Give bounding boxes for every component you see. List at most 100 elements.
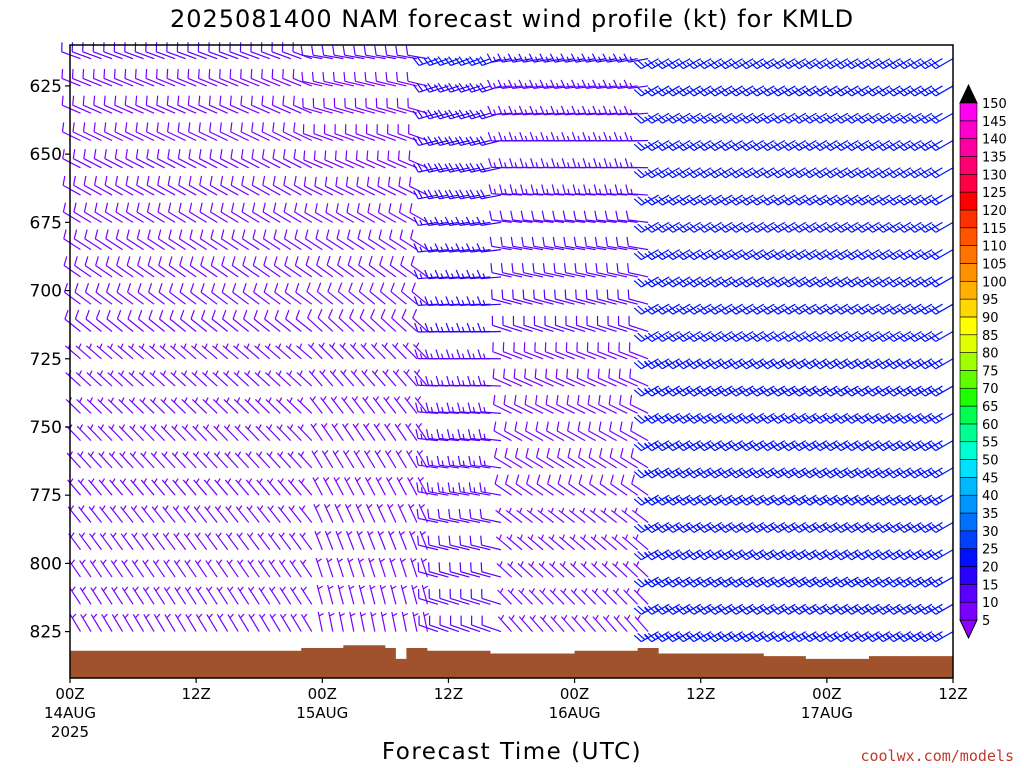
barb-staff <box>641 467 659 479</box>
wind-barb <box>654 440 680 452</box>
barb-full <box>658 605 667 613</box>
barb-staff <box>214 479 229 496</box>
barb-half <box>226 397 230 403</box>
barb-full <box>654 443 663 452</box>
wind-barb <box>375 476 386 496</box>
barb-full <box>63 283 69 293</box>
barb-full <box>135 149 139 159</box>
barb-staff <box>514 430 533 442</box>
barb-staff <box>662 303 680 315</box>
wind-barb <box>448 535 470 551</box>
wind-barb <box>331 422 344 441</box>
barb-staff <box>342 450 355 469</box>
barb-full <box>675 89 684 97</box>
wind-barb <box>416 508 439 524</box>
wind-barb <box>717 494 744 506</box>
wind-barb <box>99 505 113 523</box>
barb-full <box>721 278 730 286</box>
wind-barb <box>665 85 691 97</box>
barb-staff <box>399 211 418 223</box>
barb-staff <box>276 452 292 469</box>
wind-barb <box>367 203 386 223</box>
barb-full <box>637 632 646 641</box>
barb-full <box>654 334 663 342</box>
barb-half <box>430 406 434 413</box>
barb-staff <box>132 587 145 605</box>
wind-barb <box>233 343 250 360</box>
barb-staff <box>662 603 680 615</box>
wind-barb <box>90 586 103 605</box>
barb-staff <box>126 264 144 278</box>
barb-staff <box>725 521 744 533</box>
barb-staff <box>570 589 586 605</box>
wind-barb <box>644 412 670 424</box>
wind-barb <box>210 229 229 251</box>
barb-half <box>510 614 515 620</box>
barb-staff <box>109 479 124 496</box>
barb-staff <box>428 517 449 524</box>
barb-staff <box>558 536 575 551</box>
barb-full <box>665 389 674 397</box>
barb-staff <box>75 372 92 387</box>
barb-staff <box>370 344 386 360</box>
barb-staff <box>145 51 165 60</box>
barb-half <box>141 343 145 349</box>
barb-full <box>571 131 577 142</box>
barb-half <box>493 162 497 168</box>
barb-half <box>204 343 208 349</box>
barb-staff <box>275 398 292 414</box>
barb-staff <box>219 77 239 87</box>
wind-barb <box>707 440 733 452</box>
wind-barb <box>418 588 439 605</box>
barb-half <box>707 497 712 502</box>
barb-staff <box>168 211 186 223</box>
barb-staff <box>95 291 113 305</box>
barb-full <box>654 471 663 479</box>
wind-barb <box>686 58 712 70</box>
barb-staff <box>481 276 502 280</box>
barb-staff <box>160 398 176 414</box>
wind-barb <box>415 429 438 442</box>
barb-full <box>251 149 255 159</box>
barb-staff <box>106 345 123 360</box>
barb-half <box>493 135 497 142</box>
wind-barb <box>394 422 407 441</box>
barb-staff <box>166 51 186 60</box>
barb-full <box>686 334 695 342</box>
wind-barb <box>444 136 470 147</box>
barb-staff <box>222 318 239 332</box>
wind-barb <box>309 396 323 414</box>
wind-barb <box>289 559 302 578</box>
wind-barb <box>134 42 155 60</box>
wind-barb <box>535 395 554 414</box>
barb-full <box>679 305 688 313</box>
barb-full <box>550 105 556 115</box>
barb-full <box>458 508 461 519</box>
wind-barb <box>631 507 649 523</box>
wind-barb <box>513 395 533 414</box>
barb-half <box>278 370 282 376</box>
barb-half <box>525 188 528 195</box>
wind-barb <box>696 221 723 233</box>
wind-barb <box>644 603 670 615</box>
wind-barb <box>591 561 607 578</box>
barb-half <box>356 476 361 482</box>
barb-full <box>665 225 674 233</box>
barb-staff <box>313 504 323 523</box>
barb-staff <box>571 616 586 633</box>
barb-staff <box>159 345 176 360</box>
barb-staff <box>339 344 355 360</box>
wind-barb <box>686 139 712 152</box>
barb-staff <box>167 184 186 196</box>
barb-staff <box>641 58 659 70</box>
barb-full <box>261 122 264 132</box>
barb-half <box>280 505 285 511</box>
barb-staff <box>693 330 712 343</box>
wind-barb <box>393 396 407 414</box>
wind-barb <box>414 396 428 414</box>
barb-full <box>637 414 646 422</box>
barb-staff <box>219 51 239 60</box>
barb-staff <box>548 536 565 551</box>
barb-half <box>440 353 444 359</box>
barb-half <box>696 415 702 420</box>
